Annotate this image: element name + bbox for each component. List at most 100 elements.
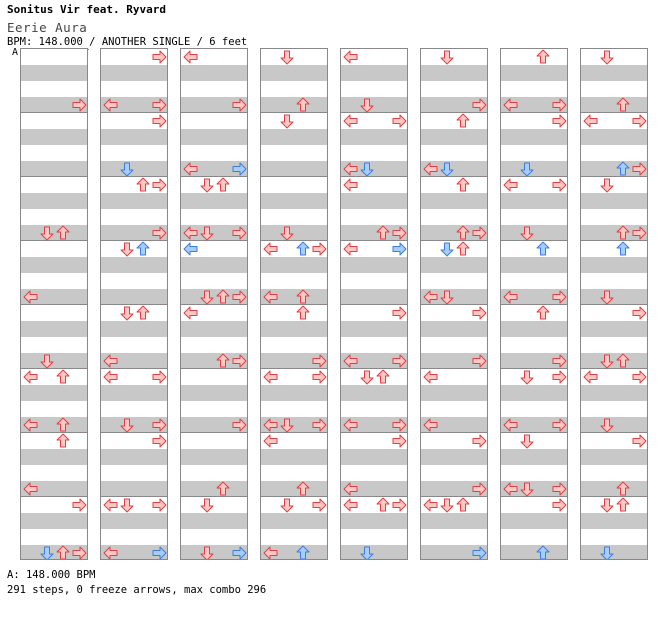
beat-stripe — [181, 513, 247, 529]
beat-stripe — [21, 481, 87, 497]
measure-divider — [501, 496, 567, 497]
beat-stripe — [581, 545, 647, 559]
measure-divider — [101, 304, 167, 305]
measure-divider — [421, 432, 487, 433]
arrow-down-icon — [119, 497, 135, 513]
arrow-left-icon — [23, 369, 39, 385]
arrow-left-icon — [503, 481, 519, 497]
bpm-marker-label: A — [12, 47, 19, 58]
chart-column — [100, 48, 168, 560]
beat-stripe — [101, 417, 167, 433]
arrow-right-icon — [231, 417, 247, 433]
beat-stripe — [341, 257, 407, 273]
arrow-up-icon — [55, 433, 71, 449]
beat-stripe — [101, 385, 167, 401]
arrow-left-icon — [103, 545, 119, 559]
arrow-down-icon — [279, 113, 295, 129]
beat-stripe — [181, 193, 247, 209]
measure-divider — [181, 368, 247, 369]
arrow-up-icon — [375, 369, 391, 385]
arrow-up-icon — [375, 225, 391, 241]
chart-column — [580, 48, 648, 560]
arrow-right-icon — [631, 433, 647, 449]
beat-stripe — [101, 481, 167, 497]
beat-stripe — [501, 129, 567, 145]
arrow-down-icon — [279, 225, 295, 241]
arrow-up-icon — [615, 497, 631, 513]
measure-divider — [261, 112, 327, 113]
measure-divider — [581, 112, 647, 113]
measure-divider — [421, 240, 487, 241]
arrow-right-icon — [551, 289, 567, 305]
arrow-right-icon — [471, 545, 487, 559]
measure-divider — [101, 176, 167, 177]
measure-divider — [501, 432, 567, 433]
arrow-up-icon — [215, 481, 231, 497]
measure-divider — [421, 112, 487, 113]
arrow-left-icon — [183, 49, 199, 65]
arrow-up-icon — [375, 497, 391, 513]
beat-stripe — [101, 161, 167, 177]
beat-stripe — [261, 321, 327, 337]
beat-stripe — [421, 161, 487, 177]
beat-stripe — [21, 129, 87, 145]
beat-stripe — [501, 97, 567, 113]
beat-stripe — [21, 289, 87, 305]
beat-stripe — [101, 257, 167, 273]
chart-column — [20, 48, 88, 560]
chart-column — [340, 48, 408, 560]
measure-divider — [181, 240, 247, 241]
arrow-right-icon — [551, 369, 567, 385]
beat-stripe — [421, 193, 487, 209]
beat-stripe — [501, 321, 567, 337]
beat-stripe — [21, 65, 87, 81]
beat-stripe — [501, 449, 567, 465]
arrow-up-icon — [615, 225, 631, 241]
measure-divider — [581, 496, 647, 497]
arrow-up-icon — [615, 97, 631, 113]
beat-stripe — [21, 225, 87, 241]
beat-stripe — [181, 385, 247, 401]
measure-divider — [341, 304, 407, 305]
arrow-up-icon — [135, 305, 151, 321]
arrow-left-icon — [23, 289, 39, 305]
beat-stripe — [341, 321, 407, 337]
measure-divider — [101, 496, 167, 497]
beat-stripe — [341, 385, 407, 401]
arrow-right-icon — [151, 177, 167, 193]
chart-column — [420, 48, 488, 560]
beat-stripe — [501, 481, 567, 497]
arrow-left-icon — [103, 97, 119, 113]
beat-stripe — [421, 257, 487, 273]
arrow-right-icon — [391, 241, 407, 257]
beat-stripe — [581, 289, 647, 305]
arrow-right-icon — [231, 161, 247, 177]
measure-divider — [501, 368, 567, 369]
beat-stripe — [421, 385, 487, 401]
beat-stripe — [261, 417, 327, 433]
arrow-left-icon — [423, 289, 439, 305]
beat-stripe — [341, 97, 407, 113]
beat-stripe — [581, 321, 647, 337]
beat-stripe — [21, 353, 87, 369]
beat-stripe — [101, 65, 167, 81]
arrow-down-icon — [39, 353, 55, 369]
beat-stripe — [421, 97, 487, 113]
beat-stripe — [341, 545, 407, 559]
arrow-right-icon — [551, 481, 567, 497]
beat-stripe — [101, 225, 167, 241]
arrow-right-icon — [471, 305, 487, 321]
song-title: Eerie Aura — [7, 20, 88, 35]
beat-stripe — [341, 129, 407, 145]
beat-stripe — [421, 513, 487, 529]
arrow-down-icon — [199, 289, 215, 305]
chart-column — [500, 48, 568, 560]
beat-stripe — [21, 417, 87, 433]
beat-stripe — [421, 449, 487, 465]
beat-stripe — [581, 481, 647, 497]
measure-divider — [581, 368, 647, 369]
footer-stats: 291 steps, 0 freeze arrows, max combo 29… — [7, 584, 267, 596]
arrow-down-icon — [439, 49, 455, 65]
arrow-up-icon — [615, 241, 631, 257]
arrow-left-icon — [503, 289, 519, 305]
